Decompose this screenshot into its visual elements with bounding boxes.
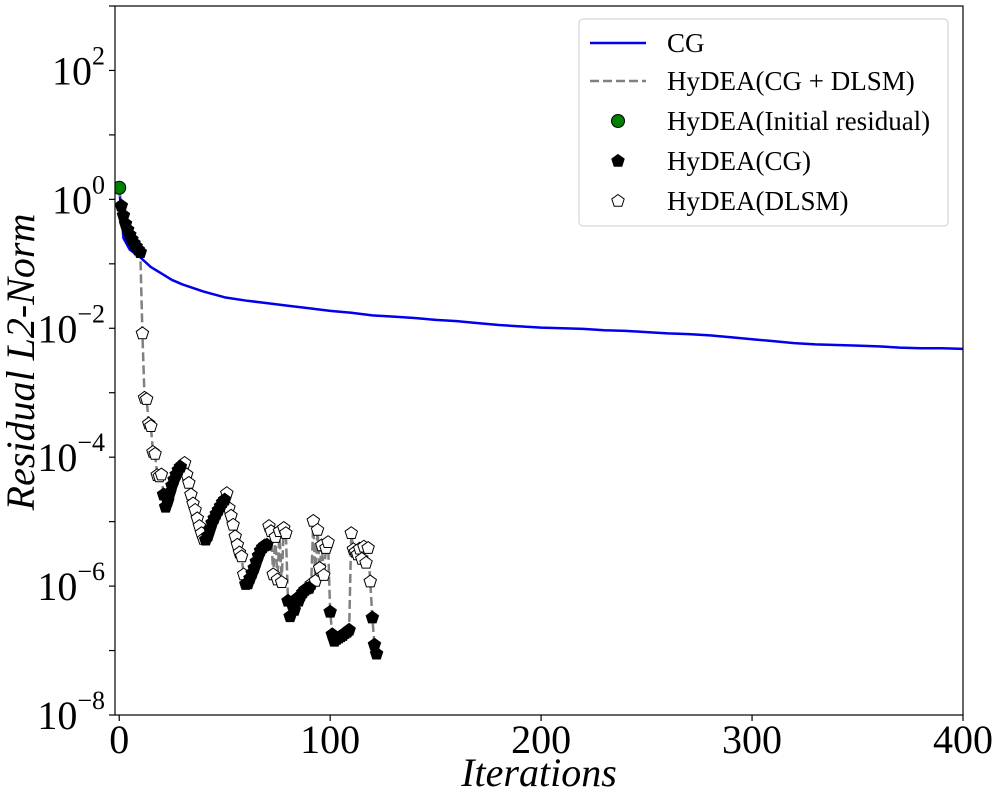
data-point-hydea-cg (115, 198, 129, 212)
data-point-hydea-dlsm (344, 526, 359, 539)
legend-swatch (611, 153, 625, 167)
x-axis-ticks: 0 100 200 300 400 (109, 715, 993, 762)
data-point-hydea-cg (217, 492, 232, 506)
legend-item-hydea-cg-dlsm: HyDEA(CG + DLSM) (590, 66, 915, 96)
legend-item-hydea-initial-residual: HyDEA(Initial residual) (611, 106, 930, 136)
data-point-hydea-dlsm (274, 575, 289, 588)
data-point-hydea-dlsm (359, 555, 373, 569)
data-point-hydea-dlsm (363, 574, 378, 588)
legend-label: HyDEA(Initial residual) (667, 106, 930, 136)
x-axis-title: Iterations (460, 750, 617, 795)
y-tick-label: 10−4 (37, 428, 105, 480)
data-point-hydea-dlsm (321, 535, 335, 549)
y-tick-label: 10−6 (37, 557, 105, 609)
legend-label: HyDEA(CG) (667, 146, 811, 176)
legend-box (578, 18, 949, 227)
legend-item-hydea-dlsm: HyDEA(DLSM) (611, 186, 849, 216)
y-axis-title: Residual L2-Norm (0, 214, 43, 512)
y-tick-label: 10−2 (37, 299, 105, 351)
data-point-hydea-dlsm (148, 446, 162, 460)
data-point-hydea-dlsm (226, 517, 240, 531)
legend-item-hydea-cg: HyDEA(CG) (611, 146, 811, 176)
y-tick-label: 102 (52, 41, 105, 93)
x-tick-label: 400 (933, 717, 993, 762)
plot-area (115, 180, 963, 660)
data-point-hydea-cg (369, 646, 384, 660)
data-point-hydea-cg (302, 580, 316, 594)
plot-frame (114, 5, 964, 716)
legend-label: HyDEA(CG + DLSM) (667, 66, 915, 96)
legend: CG HyDEA(CG + DLSM) HyDEA(Initial residual… (578, 18, 949, 227)
y-axis-ticks: 102 100 10−2 10−4 10−6 10−8 (37, 5, 115, 738)
data-point-hydea-dlsm (135, 326, 150, 340)
data-point-hydea-dlsm (139, 392, 154, 405)
x-tick-label: 100 (300, 717, 360, 762)
data-point-hydea-cg (260, 537, 274, 551)
data-point-hydea-dlsm (310, 522, 325, 536)
data-point-hydea-cg (323, 604, 337, 618)
data-point-hydea-cg (173, 459, 188, 473)
data-point-hydea-dlsm (154, 467, 169, 481)
data-point-hydea-dlsm (279, 526, 293, 539)
x-tick-label: 0 (109, 717, 129, 762)
x-tick-label: 200 (511, 717, 571, 762)
legend-swatch (611, 193, 625, 207)
plot-layer (115, 180, 963, 660)
data-point-hydea-dlsm (182, 475, 196, 489)
data-point-hydea-cg (365, 610, 380, 624)
data-point-hydea-dlsm (234, 549, 249, 563)
legend-swatch (611, 114, 625, 128)
data-point-hydea-cg (133, 245, 148, 258)
y-tick-label: 100 (52, 170, 105, 222)
data-point-hydea-dlsm (317, 568, 331, 581)
legend-item-cg: CG (590, 28, 705, 58)
legend-label: HyDEA(DLSM) (667, 186, 849, 216)
legend-label: CG (667, 28, 705, 58)
data-point-hydea-cg (342, 622, 356, 636)
data-point-hydea-dlsm (361, 540, 375, 554)
data-point-hydea-dlsm (144, 419, 158, 432)
x-tick-label: 300 (722, 717, 782, 762)
y-tick-label: 10−8 (37, 686, 105, 738)
data-point-hydea-initial-residual (115, 180, 127, 195)
series-line-cg (117, 187, 963, 351)
